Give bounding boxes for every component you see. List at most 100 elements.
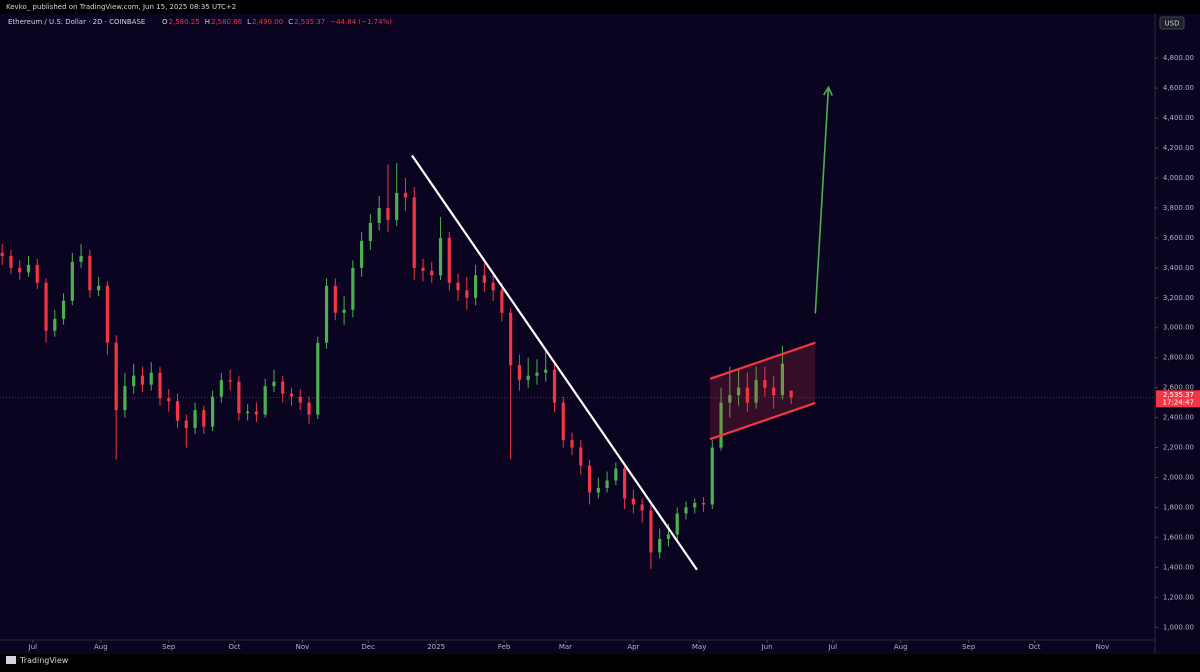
candle-body [342,309,346,313]
currency-box [1159,16,1185,30]
symbol: Ethereum / U.S. Dollar · 2D · COINBASE [8,18,145,26]
y-tick-label: 3,200.00 [1163,294,1194,302]
candle-body [728,395,732,403]
candle-body [281,381,285,394]
candle-body [149,372,153,385]
candle-body [210,396,215,427]
candle-body [97,285,101,291]
candle-body [114,342,118,411]
candle-body [517,365,522,381]
y-tick-label: 3,600.00 [1163,234,1194,242]
trendline [411,154,698,571]
currency: USD [1165,20,1180,28]
x-tick-label: Feb [498,643,511,651]
candle-body [403,192,408,198]
candle-body [649,510,653,553]
ohlc-key: O [162,18,168,26]
candle-body [272,381,276,387]
candle-body [754,380,758,403]
candle-body [701,502,706,505]
brand-logo [6,656,16,664]
x-tick-label: Jun [761,643,773,651]
y-tick-label: 1,000.00 [1163,623,1194,631]
ohlc-value: 2,490.00 [252,18,283,26]
candle-body [596,487,600,493]
candle-body [509,312,513,366]
candle-body [395,192,399,220]
candle-body [526,375,530,381]
candle-body [465,290,469,298]
candle-body [175,401,180,421]
ohlc-key: C [288,18,293,26]
candle-body [447,237,451,283]
candle-body [228,380,232,382]
candle-body [430,270,434,276]
candle-body [386,207,390,220]
y-tick-label: 2,800.00 [1163,354,1194,362]
candle-body [61,300,66,319]
candle-body [88,255,92,291]
x-tick-label: Oct [228,643,240,651]
candle-body [780,363,785,396]
candle-body [0,252,4,256]
candle-body [184,420,188,429]
candle-body [79,255,83,262]
candle-body [360,240,364,268]
candle-body [368,222,372,241]
candle-body [587,465,592,493]
candle-body [640,504,644,511]
y-tick-label: 1,200.00 [1163,593,1194,601]
candle-body [438,237,443,276]
candle-body [35,264,39,283]
candle-body [500,290,504,313]
candle-body [9,255,13,268]
x-tick-label: Apr [627,643,639,651]
y-tick-label: 4,800.00 [1163,54,1194,62]
x-tick-label: Mar [559,643,572,651]
x-tick-label: Jul [28,643,38,651]
y-tick-label: 3,400.00 [1163,264,1194,272]
candle-body [473,275,478,298]
candle-body [570,440,574,448]
candle-body [246,411,250,414]
chart-background [0,14,1200,654]
candle-body [237,381,241,414]
candle-body [219,380,223,397]
candle-body [193,410,197,429]
candle-body [316,342,320,415]
candle-body [693,502,697,508]
x-tick-label: Sep [162,643,176,651]
y-tick-label: 4,000.00 [1163,174,1194,182]
candle-body [710,447,714,505]
y-tick-label: 4,400.00 [1163,114,1194,122]
candle-body [263,386,267,415]
candle-body [412,197,416,268]
brand: TradingView [19,656,69,665]
y-tick-label: 1,400.00 [1163,563,1194,571]
candle-body [254,411,259,415]
candle-body [552,369,557,403]
x-tick-label: Sep [962,643,976,651]
y-tick-label: 4,600.00 [1163,84,1194,92]
candle-body [421,267,425,271]
x-tick-label: Dec [361,643,375,651]
y-tick-label: 2,200.00 [1163,444,1194,452]
arrow [814,87,830,314]
candle-body [123,386,127,411]
channel-lower [709,401,816,441]
candle-body [491,282,495,291]
candle-body [158,372,162,399]
ohlc-change: −44.84 (−1.74%) [330,18,392,26]
candle-body [70,261,74,301]
candle-body [132,375,136,387]
candle-body [53,318,57,331]
ohlc-value: 2,580.25 [169,18,200,26]
candle-body [456,282,460,291]
candle-body [482,275,486,283]
candle-body [772,387,776,396]
candle-body [666,534,671,539]
candle-body [105,285,109,343]
candle-body [561,402,565,441]
candle-body [631,498,635,505]
